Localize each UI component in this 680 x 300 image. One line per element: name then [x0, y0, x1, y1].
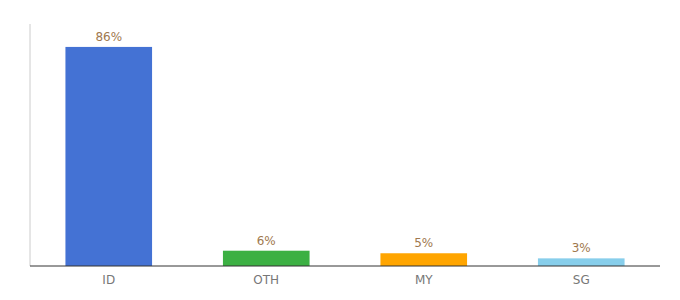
- x-tick-label: ID: [102, 273, 115, 287]
- x-tick-label: SG: [573, 273, 590, 287]
- data-label: 3%: [572, 241, 591, 255]
- bars: [65, 47, 624, 266]
- data-label: 6%: [257, 234, 276, 248]
- chart-svg: 86% 6% 5% 3% ID OTH MY SG: [0, 0, 680, 300]
- x-tick-label: OTH: [253, 273, 279, 287]
- y-axis-line: [30, 24, 31, 266]
- bar: [223, 251, 310, 266]
- x-axis-line: [30, 266, 660, 267]
- bar: [65, 47, 152, 266]
- x-tick-label: MY: [415, 273, 433, 287]
- data-label: 5%: [414, 236, 433, 250]
- chart-container: 86% 6% 5% 3% ID OTH MY SG: [0, 0, 680, 300]
- bar: [380, 253, 467, 266]
- data-label: 86%: [95, 30, 122, 44]
- bar: [538, 258, 625, 266]
